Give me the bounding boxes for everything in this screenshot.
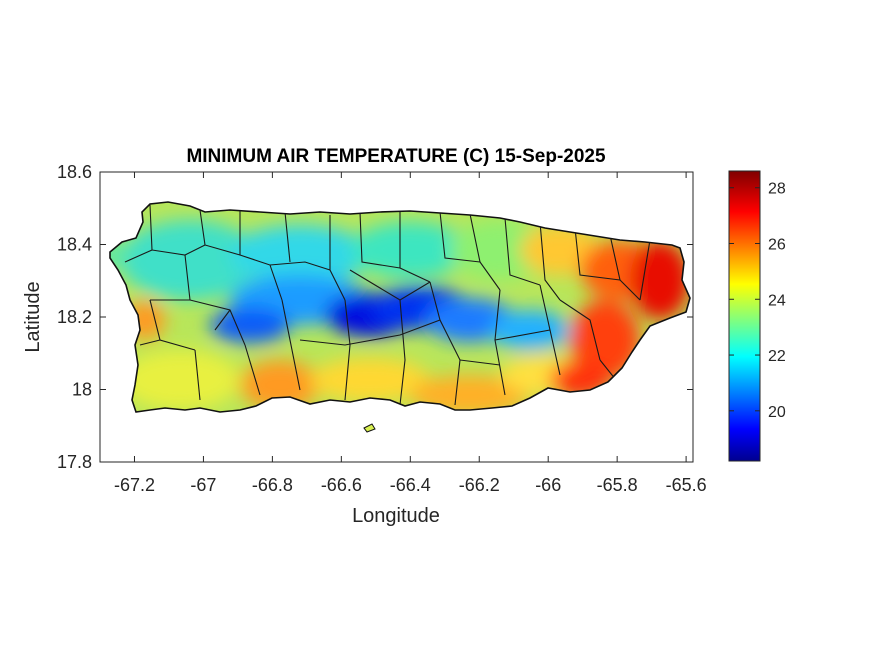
y-tick-label: 18.2 — [57, 307, 92, 327]
colorbar-tick-label: 28 — [768, 181, 786, 198]
island-outline — [109, 201, 691, 413]
x-tick-label: -66.4 — [390, 475, 431, 495]
x-tick-label: -67 — [190, 475, 216, 495]
municipality-borders — [124, 204, 651, 406]
x-tick-label: -65.8 — [597, 475, 638, 495]
x-tick-label: -66.8 — [252, 475, 293, 495]
colorbar-scale — [728, 170, 761, 462]
chart-title: MINIMUM AIR TEMPERATURE (C) 15-Sep-2025 — [186, 146, 606, 167]
y-tick-label: 18.6 — [57, 162, 92, 182]
colorbar-tick-label: 26 — [768, 237, 786, 254]
colorbar-tick-label: 22 — [768, 348, 786, 365]
colorbar: 20 22 24 26 28 — [728, 170, 786, 462]
x-tick-label: -65.6 — [666, 475, 707, 495]
x-tick-label: -67.2 — [114, 475, 155, 495]
temperature-field — [110, 202, 690, 412]
y-axis-label: Latitude — [22, 281, 44, 352]
x-axis: -67.2 -67 -66.8 -66.6 -66.4 -66.2 -66 -65.8 -65.… — [114, 172, 707, 495]
small-island — [363, 423, 376, 433]
x-tick-label: -66.6 — [321, 475, 362, 495]
x-axis-label: Longitude — [352, 505, 440, 527]
colorbar-tick-label: 20 — [768, 404, 786, 421]
colorbar-ticks: 20 22 24 26 28 — [729, 181, 786, 421]
x-tick-label: -66 — [535, 475, 561, 495]
y-tick-label: 18 — [72, 380, 92, 400]
y-axis: 17.8 18 18.2 18.4 18.6 — [57, 162, 693, 472]
y-tick-label: 18.4 — [57, 235, 92, 255]
y-tick-label: 17.8 — [57, 452, 92, 472]
x-tick-label: -66.2 — [459, 475, 500, 495]
colorbar-tick-label: 24 — [768, 292, 786, 309]
